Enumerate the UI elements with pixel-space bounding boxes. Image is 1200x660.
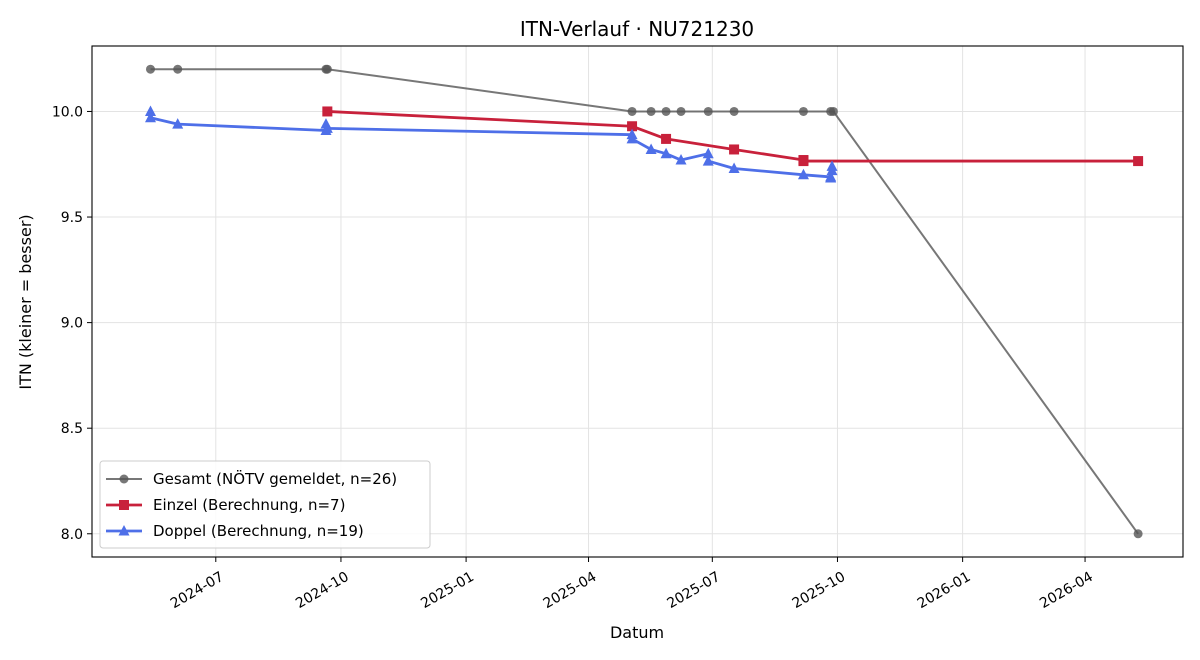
y-axis-label: ITN (kleiner = besser) — [16, 214, 35, 389]
data-point — [826, 160, 838, 171]
legend: Gesamt (NÖTV gemeldet, n=26) Einzel (Bere… — [99, 460, 431, 549]
legend-box — [99, 460, 431, 549]
data-point — [173, 64, 183, 74]
data-point — [172, 118, 184, 129]
data-point — [675, 154, 687, 165]
data-point — [145, 64, 155, 74]
data-point — [729, 144, 740, 155]
legend-marker — [119, 500, 129, 510]
legend-marker — [119, 474, 129, 484]
data-point — [646, 106, 656, 116]
legend-label: Einzel (Berechnung, n=7) — [153, 496, 345, 514]
y-tick-label: 9.0 — [61, 316, 83, 332]
data-point — [660, 147, 672, 159]
data-point — [702, 147, 714, 159]
data-point — [322, 64, 332, 74]
x-axis-label: Datum — [610, 623, 664, 642]
y-tick-label: 9.5 — [61, 210, 83, 226]
data-point — [798, 106, 808, 116]
x-tick-label: 2024-10 — [293, 569, 352, 612]
y-axis: 8.0 8.5 9.0 9.5 10.0 — [52, 104, 92, 543]
x-tick-label: 2026-01 — [915, 569, 974, 612]
x-tick-label: 2024-07 — [168, 569, 227, 612]
data-point — [627, 106, 637, 116]
data-point — [702, 155, 714, 166]
plot-area-frame — [91, 45, 1184, 558]
data-point — [144, 105, 156, 116]
data-point — [703, 106, 713, 116]
data-point — [797, 168, 809, 180]
legend-label: Gesamt (NÖTV gemeldet, n=26) — [153, 469, 397, 488]
series-layer — [144, 64, 1144, 539]
legend-marker — [118, 525, 130, 536]
data-point — [661, 133, 672, 144]
legend-item: Einzel (Berechnung, n=7) — [106, 496, 345, 514]
data-point — [144, 111, 156, 123]
x-tick-label: 2025-04 — [541, 569, 600, 612]
x-tick-label: 2025-01 — [418, 569, 477, 612]
legend-item: Doppel (Berechnung, n=19) — [106, 522, 364, 540]
legend-item: Gesamt (NÖTV gemeldet, n=26) — [106, 469, 397, 488]
data-point — [676, 106, 686, 116]
data-point — [627, 121, 638, 132]
data-point — [661, 106, 671, 116]
x-tick-label: 2025-10 — [790, 569, 849, 612]
data-point — [1133, 156, 1144, 167]
data-point — [626, 132, 638, 144]
chart-title: ITN-Verlauf · NU721230 — [520, 17, 754, 41]
data-point — [645, 143, 657, 154]
x-axis: 2024-07 2024-10 2025-01 2025-04 2025-07 2025-… — [168, 557, 1096, 612]
series-0 — [145, 64, 1143, 539]
y-tick-label: 10.0 — [52, 104, 83, 120]
y-tick-label: 8.0 — [61, 527, 83, 543]
x-tick-label: 2025-07 — [664, 569, 723, 612]
data-point — [798, 156, 809, 167]
legend-label: Doppel (Berechnung, n=19) — [153, 522, 364, 540]
x-tick-label: 2026-04 — [1037, 569, 1096, 612]
series-1 — [322, 106, 1144, 167]
data-point — [322, 106, 333, 117]
data-point — [728, 162, 740, 173]
data-point — [825, 171, 837, 183]
series-2 — [144, 105, 838, 183]
data-point — [828, 106, 838, 116]
data-point — [1133, 529, 1143, 539]
data-point — [729, 106, 739, 116]
y-tick-label: 8.5 — [61, 421, 83, 437]
data-point — [321, 122, 333, 133]
